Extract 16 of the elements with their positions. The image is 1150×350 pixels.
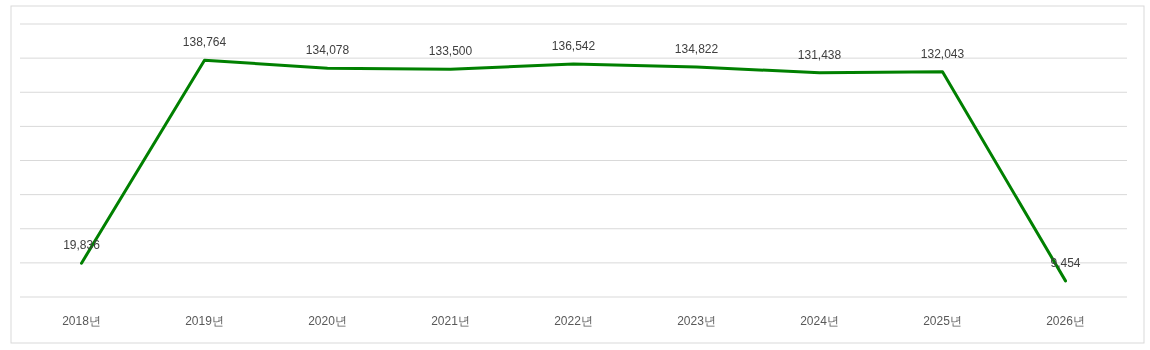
- x-tick-label: 2025년: [923, 314, 962, 328]
- x-tick-label: 2023년: [677, 314, 716, 328]
- data-label: 136,542: [551, 39, 596, 54]
- x-tick-label: 2018년: [62, 314, 101, 328]
- data-label: 133,500: [428, 44, 473, 59]
- data-label: 134,822: [674, 41, 719, 56]
- x-tick-label: 2022년: [554, 314, 593, 328]
- data-label: 134,078: [305, 43, 350, 58]
- x-tick-label: 2026년: [1046, 314, 1085, 328]
- data-label: 138,764: [182, 35, 227, 50]
- x-tick-label: 2019년: [185, 314, 224, 328]
- x-tick-label: 2021년: [431, 314, 470, 328]
- data-label: 131,438: [797, 47, 842, 62]
- x-tick-label: 2020년: [308, 314, 347, 328]
- data-label: 132,043: [920, 46, 965, 61]
- x-tick-label: 2024년: [800, 314, 839, 328]
